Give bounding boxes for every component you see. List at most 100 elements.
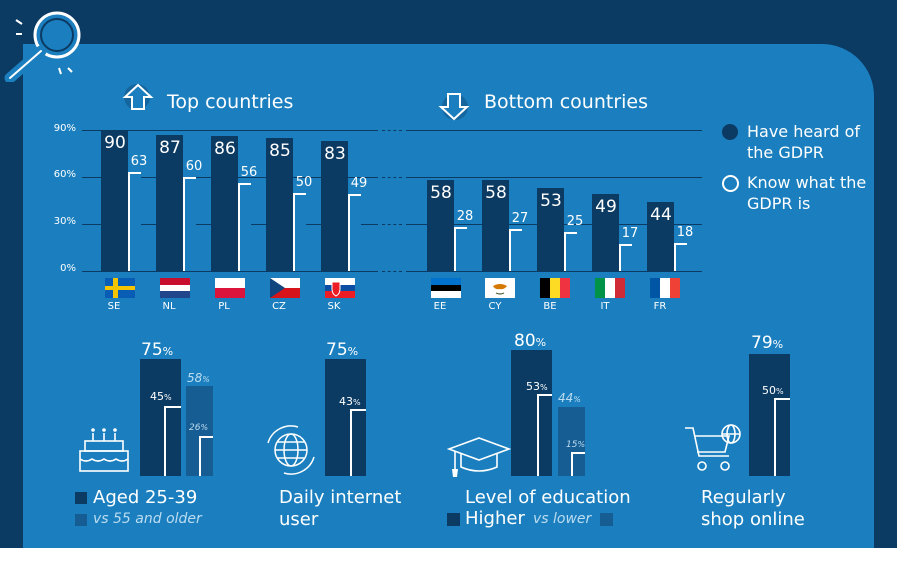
shopping-cart-icon <box>685 424 741 471</box>
bottom-value-know-fr: 18 <box>676 224 694 240</box>
gridline-60-gap <box>382 177 402 178</box>
flag-cz-icon <box>270 278 300 298</box>
top-country-label-cz: CZ <box>272 301 286 312</box>
bottom-bar-heard-cy <box>482 180 509 271</box>
top-country-label-pl: PL <box>218 301 230 312</box>
top-bar-heard-nl <box>156 134 183 271</box>
education-label: Level of education <box>465 487 631 508</box>
internet-label: Daily internet user <box>279 487 402 530</box>
top-bar-heard-pl <box>211 136 238 271</box>
shop-know-bar <box>774 398 790 476</box>
top-bar-heard-se <box>101 130 128 271</box>
bottom-bar-know-be <box>564 231 577 271</box>
flag-pl-icon <box>215 278 245 298</box>
education-cmp-know-bar <box>571 452 585 476</box>
shop-heard-value: 79% <box>751 333 784 353</box>
aged-know-bar <box>164 406 181 476</box>
internet-know-bar <box>350 409 366 476</box>
education-vs-label: vs lower <box>533 511 592 527</box>
legend-know-marker <box>722 175 739 192</box>
top-value-know-nl: 60 <box>185 159 203 174</box>
gridline-90-left <box>82 130 378 131</box>
bottom-bar-know-it <box>619 244 632 271</box>
bottom-country-label-cy: CY <box>488 301 502 312</box>
bottom-value-know-ee: 28 <box>456 209 474 225</box>
bottom-value-know-be: 25 <box>566 213 584 229</box>
bottom-countries-title: Bottom countries <box>484 91 649 113</box>
aged-sublabel: vs 55 and older <box>93 511 202 527</box>
bottom-value-know-it: 17 <box>621 226 639 242</box>
education-cmp-heard-value: 44% <box>558 391 581 405</box>
education-higher-swatch <box>447 513 460 526</box>
y-tick-60: 60% <box>53 169 76 180</box>
internet-heard-value: 75% <box>326 340 359 360</box>
top-value-know-sk: 49 <box>350 176 368 192</box>
arrow-up-icon <box>122 83 154 110</box>
bottom-country-label-it: IT <box>600 301 610 312</box>
top-value-heard-cz: 85 <box>269 140 291 161</box>
bottom-bar-heard-ee <box>427 180 454 271</box>
cake-icon <box>79 428 129 472</box>
top-bar-know-pl <box>238 183 251 271</box>
top-value-know-cz: 50 <box>295 174 313 190</box>
top-country-label-se: SE <box>107 301 121 312</box>
legend-heard-label: Have heard of the GDPR <box>747 122 860 162</box>
flag-fr-icon <box>650 278 680 298</box>
education-know-bar <box>537 394 552 476</box>
top-value-heard-pl: 86 <box>214 139 236 160</box>
flag-it-icon <box>595 278 625 298</box>
flag-be-icon <box>540 278 570 298</box>
aged-cmp-know-value: 26% <box>189 423 209 433</box>
bottom-bar-know-cy <box>509 228 522 271</box>
flag-se-icon <box>105 278 135 298</box>
gridline-0-right <box>406 271 702 272</box>
bottom-value-heard-fr: 44 <box>650 205 672 226</box>
aged-cmp-know-bar <box>199 436 213 476</box>
gridline-0-left <box>82 271 378 272</box>
bottom-bar-heard-it <box>592 194 619 271</box>
aged-heard-value: 75% <box>141 340 174 360</box>
education-know-value: 53% <box>526 380 548 393</box>
top-countries-title: Top countries <box>167 91 294 113</box>
y-tick-30: 30% <box>53 216 76 227</box>
top-bar-know-sk <box>348 194 361 271</box>
bottom-value-heard-be: 53 <box>540 190 562 211</box>
bottom-country-label-be: BE <box>543 301 557 312</box>
top-bar-heard-sk <box>321 140 348 271</box>
graduation-cap-icon <box>447 437 511 477</box>
arrow-down-icon <box>438 93 470 121</box>
bottom-value-heard-it: 49 <box>595 197 617 218</box>
bottom-country-label-fr: FR <box>653 301 667 312</box>
flag-nl-icon <box>160 278 190 298</box>
aged-legend-swatch <box>75 492 87 504</box>
gridline-60-right <box>406 177 702 178</box>
top-bar-know-nl <box>183 177 196 271</box>
bottom-value-heard-ee: 58 <box>430 183 452 204</box>
aged-cmp-swatch <box>75 514 87 526</box>
top-bar-know-cz <box>293 192 306 271</box>
flag-ee-icon <box>431 278 461 298</box>
bottom-value-heard-cy: 58 <box>485 183 507 204</box>
gridline-0-gap <box>382 271 402 272</box>
bottom-bar-know-ee <box>454 227 467 271</box>
globe-icon <box>267 425 315 475</box>
shop-label: Regularly shop online <box>701 487 805 530</box>
gridline-90-right <box>406 130 702 131</box>
top-country-label-nl: NL <box>162 301 176 312</box>
top-value-know-se: 63 <box>130 154 148 170</box>
bottom-value-know-cy: 27 <box>511 210 529 226</box>
legend-know-label: Know what the GDPR is <box>747 173 867 213</box>
bottom-bar-heard-fr <box>647 202 674 271</box>
y-tick-90: 90% <box>53 123 76 134</box>
bottom-country-label-ee: EE <box>433 301 447 312</box>
bottom-bar-know-fr <box>674 242 687 271</box>
shop-know-value: 50% <box>762 384 784 397</box>
gridline-90-gap <box>382 130 402 131</box>
top-bar-heard-cz <box>266 137 293 271</box>
gridline-30-gap <box>382 224 402 225</box>
aged-cmp-heard-value: 58% <box>187 371 210 385</box>
top-country-label-sk: SK <box>327 301 341 312</box>
top-value-know-pl: 56 <box>240 165 258 181</box>
internet-know-value: 43% <box>339 395 361 408</box>
bottom-bar-heard-be <box>537 187 564 271</box>
